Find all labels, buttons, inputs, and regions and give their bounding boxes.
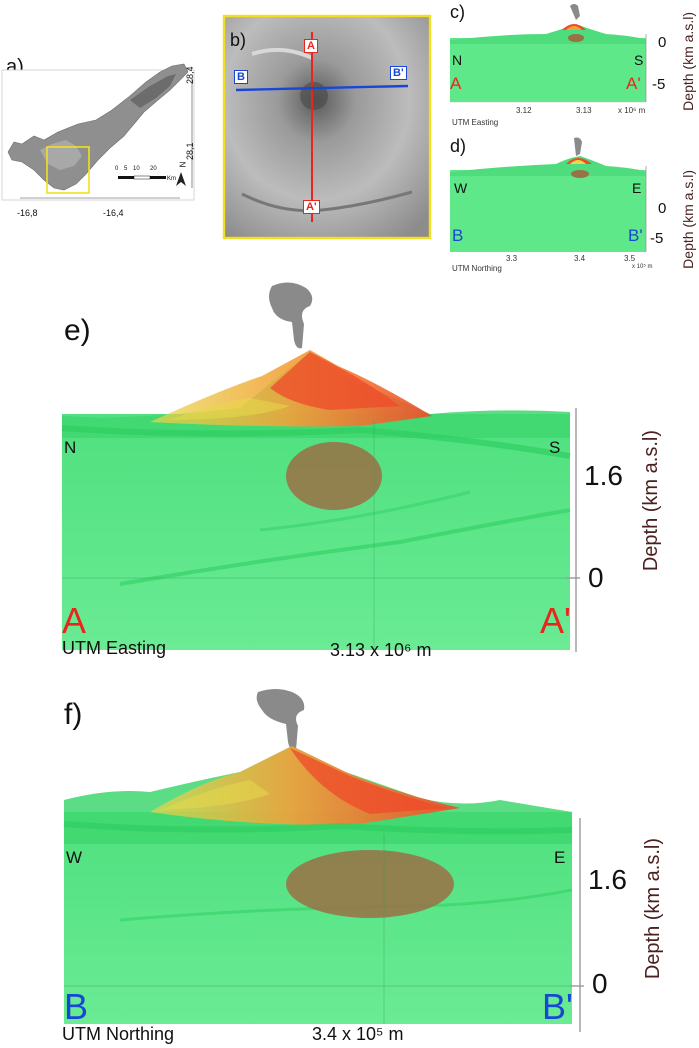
- d-depth-label: Depth (km a.s.l): [680, 170, 696, 269]
- e-depth-label: Depth (km a.s.l): [640, 430, 662, 572]
- c-axis-name: UTM Easting: [452, 118, 499, 127]
- e-left-dir: N: [64, 438, 77, 457]
- magma-chamber: [286, 442, 382, 510]
- f-depth-label: Depth (km a.s.l): [642, 838, 664, 980]
- c-depth-neg5: -5: [652, 76, 666, 93]
- d-depth-neg5: -5: [650, 230, 664, 247]
- d-left-dir: W: [454, 180, 468, 196]
- panel-b-label: b): [230, 30, 247, 50]
- c-left-dir: N: [452, 52, 463, 68]
- e-right-dir: S: [549, 438, 561, 457]
- profile-line-b: [235, 84, 409, 92]
- cross-section-c: [450, 4, 647, 103]
- scale-tick-0: 0: [115, 166, 119, 172]
- d-tick-1: 3.3: [506, 254, 518, 263]
- d-left-end: B: [452, 226, 464, 245]
- scale-tick-10: 10: [133, 166, 140, 172]
- lon-left-label: -16,8: [17, 208, 38, 218]
- c-right-dir: S: [634, 52, 644, 68]
- e-right-end: A': [540, 600, 571, 641]
- north-label: N: [178, 161, 188, 168]
- f-left-end: B: [64, 986, 89, 1027]
- lon-right-label: -16,4: [103, 208, 124, 218]
- d-axis-name: UTM Northing: [452, 264, 502, 273]
- c-left-end: A: [450, 74, 462, 93]
- magma-chamber: [571, 170, 589, 178]
- panel-e: e) N S A A' 1.6 0 Depth (km a.s.l) UTM E…: [0, 280, 699, 670]
- panel-d: d) W E B B' 0 -5 Depth (km a.s.l) 3.3 3.…: [446, 136, 699, 276]
- panel-c: c) N S A A' 0 -5 Depth (km a.s.l) 3.12 3…: [446, 0, 699, 132]
- c-multiplier: x 10⁶ m: [618, 106, 646, 115]
- point-a-prime-label: A': [303, 200, 320, 214]
- cross-section-e: [61, 282, 580, 652]
- panel-c-label: c): [450, 2, 465, 22]
- point-a-label: A: [304, 39, 318, 53]
- lat-bottom-label: 28,1: [185, 142, 195, 160]
- tenerife-relief-map: [1, 63, 195, 201]
- f-right-dir: E: [554, 848, 566, 867]
- scale-unit: Km: [167, 176, 176, 182]
- scale-tick-5: 5: [124, 166, 128, 172]
- c-depth-0: 0: [658, 34, 667, 51]
- panel-d-label: d): [450, 136, 467, 156]
- e-depth-top: 1.6: [584, 460, 623, 491]
- f-depth-top: 1.6: [588, 864, 627, 895]
- e-left-end: A: [62, 600, 87, 641]
- e-tick-value: 3.13 x 10⁶ m: [330, 640, 432, 660]
- d-multiplier: x 10⁵ m: [632, 264, 653, 270]
- panel-b: b) A A' B B': [222, 14, 432, 240]
- e-depth-bottom: 0: [588, 562, 604, 593]
- plume-icon: [570, 4, 580, 20]
- c-tick-1: 3.12: [516, 106, 532, 115]
- f-depth-bottom: 0: [592, 968, 608, 999]
- d-depth-0: 0: [658, 200, 667, 217]
- study-area-box: [46, 146, 90, 194]
- panel-a: a) 28,4 28,1 -16,8 -16,4 0 5 10 20 Km N: [0, 0, 200, 240]
- c-depth-label: Depth (km a.s.l): [680, 12, 696, 111]
- f-axis-name: UTM Northing: [62, 1024, 175, 1044]
- cross-section-f: [63, 689, 584, 1032]
- magma-chamber: [568, 34, 584, 42]
- point-b-prime-label: B': [390, 66, 407, 80]
- c-tick-2: 3.13: [576, 106, 592, 115]
- d-right-end: B': [628, 226, 643, 245]
- scale-tick-20: 20: [150, 166, 157, 172]
- magma-chamber: [286, 850, 454, 918]
- point-b-label: B: [234, 70, 248, 84]
- d-right-dir: E: [632, 180, 642, 196]
- panel-f: f) W E B B' 1.6 0 Depth (km a.s.l) UTM N…: [0, 684, 699, 1048]
- f-left-dir: W: [66, 848, 83, 867]
- d-tick-3: 3.5: [624, 254, 636, 263]
- lat-top-label: 28,4: [185, 66, 195, 84]
- north-arrow-icon: [176, 172, 186, 186]
- panel-e-label: e): [64, 314, 91, 347]
- cross-section-d: [450, 137, 647, 252]
- c-right-end: A': [626, 74, 641, 93]
- plume-icon: [574, 137, 582, 156]
- d-tick-2: 3.4: [574, 254, 586, 263]
- f-right-end: B': [542, 986, 573, 1027]
- panel-f-label: f): [64, 698, 83, 731]
- hillshade-map: [222, 14, 432, 240]
- plume-icon: [269, 282, 313, 349]
- plume-icon: [256, 689, 305, 751]
- f-tick-value: 3.4 x 10⁵ m: [312, 1024, 404, 1044]
- e-axis-name: UTM Easting: [62, 638, 167, 658]
